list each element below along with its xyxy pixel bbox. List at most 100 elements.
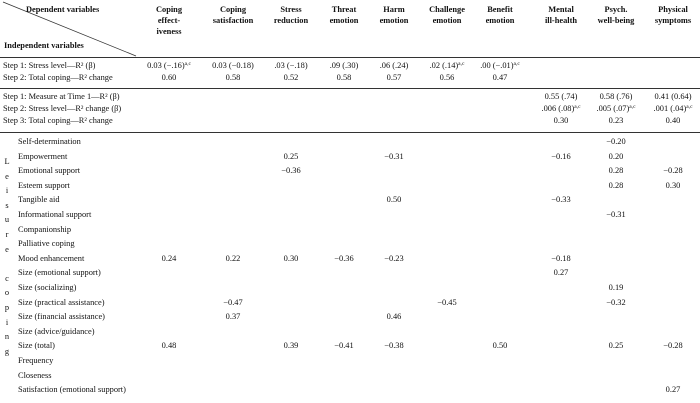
block3-row-label: Satisfaction (emotional support): [18, 385, 126, 395]
cell-value: 0.25: [283, 151, 299, 161]
block3-cell: −0.28: [663, 166, 682, 175]
block1-cell: .00 (−.01)a,c: [480, 61, 520, 70]
block3-row-label: Emotional support: [18, 166, 81, 176]
dependent-variables-label: Dependent variables: [26, 5, 100, 14]
block1-cell: 0.57: [387, 73, 402, 82]
block3-cell: 0.30: [666, 181, 681, 190]
block3-row-label: Mood enhancement: [18, 253, 85, 263]
column-header-9-line1: Psych.: [604, 5, 628, 14]
block3-cell: 0.20: [608, 151, 624, 161]
column-header-3-line1: Stress: [280, 5, 302, 14]
cell-value: 0.47: [492, 73, 508, 82]
block3-row-label: Informational support: [18, 210, 92, 219]
block3-cell: −0.31: [606, 210, 626, 219]
cell-value: 0.58 (.76): [599, 92, 633, 101]
block2-cell: 0.55 (.74): [545, 92, 578, 101]
block3-row-label: Esteem support: [18, 180, 70, 190]
cell-value: −0.28: [663, 341, 683, 351]
cell-value: 0.46: [386, 312, 402, 322]
leisure-coping-letter: n: [4, 332, 10, 342]
column-header-5-line1: Harm: [383, 5, 405, 14]
leisure-coping-letter: o: [4, 288, 10, 298]
cell-value: 0.03 (−.16): [147, 61, 185, 70]
column-header-2-line2: satisfaction: [212, 16, 254, 25]
cell-value: −0.20: [606, 137, 626, 146]
cell-value: −0.31: [384, 151, 404, 161]
block2-cell: .005 (.07)a,c: [596, 104, 636, 113]
cell-value: 0.03 (−0.18): [212, 61, 254, 70]
column-header-7-line1: Benefit: [487, 5, 513, 14]
block2-cell: .006 (.08)a,c: [541, 104, 580, 113]
block3-row-label: Size (practical assistance): [18, 297, 105, 307]
block3-cell: −0.31: [384, 151, 404, 161]
block3-cell: 0.27: [554, 269, 569, 277]
column-header-3-line2: reduction: [273, 16, 309, 25]
significance-superscript: a,c: [629, 104, 636, 110]
block3-cell: 0.27: [665, 385, 681, 395]
block1-cell: 0.56: [439, 73, 455, 82]
cell-value: 0.48: [161, 341, 177, 351]
cell-value: 0.50: [386, 195, 402, 205]
column-header-6-line1: Challenge: [429, 5, 465, 14]
cell-value: .005 (.07): [596, 104, 630, 113]
column-header-9-line2: well-being: [597, 16, 635, 25]
significance-superscript: a,c: [458, 61, 465, 67]
block1-cell: 0.58: [337, 73, 352, 82]
cell-value: −0.32: [606, 297, 626, 307]
block2-cell: 0.41 (0.64): [655, 92, 692, 101]
column-header-1-line1: Coping: [155, 5, 183, 14]
cell-value: .006 (.08): [541, 104, 575, 113]
cell-value: 0.28: [608, 166, 624, 176]
block1-row-label: Step 2: Total coping—R² change: [3, 73, 113, 82]
column-header-4-line1: Threat: [331, 5, 357, 14]
cell-value: −0.36: [281, 166, 301, 176]
block3-cell: 0.24: [162, 254, 177, 263]
cell-value: −0.31: [606, 210, 626, 219]
cell-value: .03 (−.18): [274, 61, 308, 70]
block3-row-label: Size (financial assistance): [18, 312, 105, 322]
block3-row-label: Size (emotional support): [18, 268, 101, 278]
cell-value: .02 (.14): [429, 61, 459, 70]
cell-value: 0.52: [283, 73, 299, 82]
cell-value: 0.28: [608, 180, 624, 190]
cell-value: 0.30: [283, 253, 299, 263]
cell-value: −0.18: [551, 253, 571, 263]
cell-value: −0.23: [384, 253, 404, 263]
cell-value: .00 (−.01): [480, 61, 514, 70]
block3-cell: −0.16: [551, 152, 570, 161]
block3-cell: 0.46: [386, 312, 402, 322]
block3-row-label: Size (total): [18, 341, 55, 351]
significance-superscript: a,c: [513, 61, 520, 67]
leisure-coping-letter: g: [4, 346, 10, 356]
cell-value: 0.27: [553, 268, 569, 278]
cell-value: 0.58: [225, 73, 241, 82]
cell-value: .001 (.04): [653, 104, 687, 113]
cell-value: 0.30: [553, 116, 569, 125]
block3-cell: −0.20: [606, 137, 626, 146]
cell-value: 0.25: [608, 341, 624, 351]
block3-cell: 0.39: [284, 342, 299, 350]
block1-cell: 0.03 (−0.18): [212, 61, 254, 70]
cell-value: 0.20: [608, 151, 624, 161]
block3-cell: −0.23: [384, 253, 404, 263]
block3-row-label: Size (socializing): [18, 283, 77, 292]
block2-cell: 0.58 (.76): [599, 92, 633, 101]
cell-value: 0.50: [492, 341, 508, 351]
block3-row-label: Self-determination: [18, 137, 81, 146]
cell-value: 0.56: [439, 73, 455, 82]
block1-cell: .03 (−.18): [274, 61, 308, 70]
block3-cell: 0.50: [493, 342, 508, 350]
cell-value: −0.33: [551, 195, 571, 205]
block3-cell: −0.45: [437, 298, 456, 307]
cell-value: 0.27: [665, 385, 681, 395]
column-header-1-line3: iveness: [156, 27, 182, 36]
block3-row-label: Size (advice/guidance): [18, 326, 95, 336]
block3-cell: −0.47: [223, 298, 242, 307]
block3-cell: 0.30: [283, 253, 299, 263]
cell-value: .09 (.30): [329, 61, 359, 70]
block3-cell: 0.50: [387, 196, 402, 204]
block3-cell: −0.36: [334, 254, 353, 263]
block2-cell: 0.30: [553, 116, 569, 125]
block1-row-label: Step 1: Stress level—R² (β): [3, 61, 96, 70]
column-header-8-line1: Mental: [548, 5, 574, 14]
